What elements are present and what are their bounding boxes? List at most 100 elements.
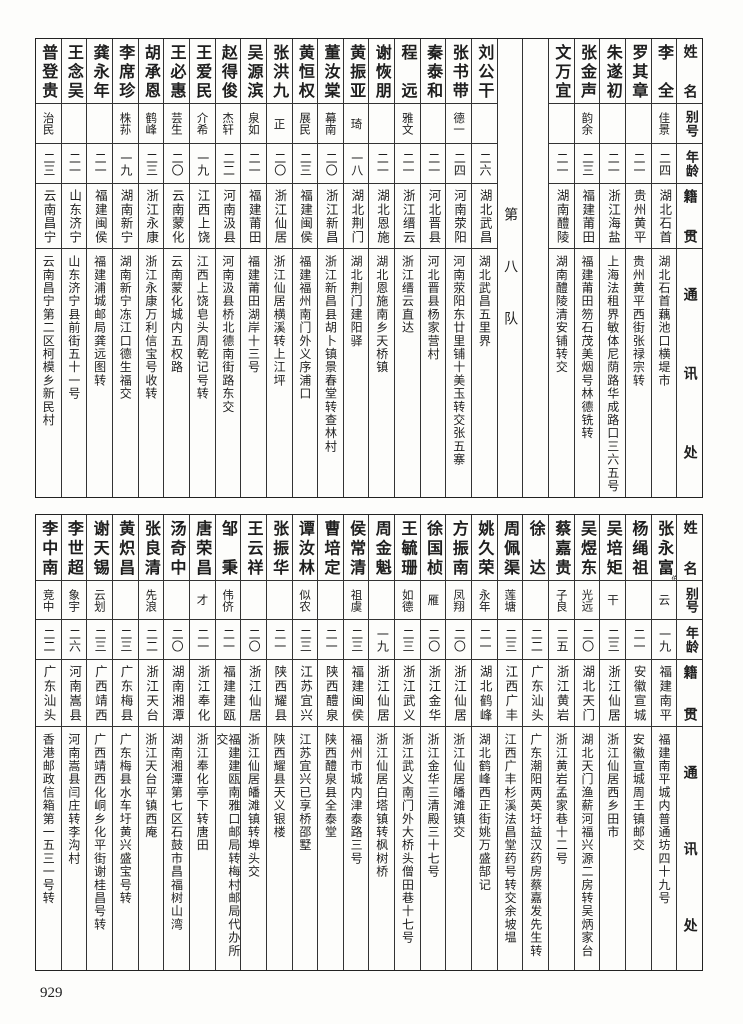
age-text: 二〇 — [324, 151, 339, 176]
alias-cell — [549, 104, 574, 144]
address-text: 浙江仙居皤滩镇交 — [451, 733, 466, 839]
address-cell: 广东梅县水车圩黄兴盛宝号转 — [113, 727, 138, 970]
name-text: 李中南 — [39, 520, 59, 575]
address-text: 福建南平城内普通坊四十九号 — [657, 733, 672, 905]
alias-cell — [241, 581, 266, 620]
alias-text: 雁 — [426, 594, 441, 606]
address-text: 浙江仙居白塔镇转枫树桥 — [374, 733, 389, 879]
age-text: 二三 — [606, 627, 621, 652]
name-cell: 李全 — [651, 39, 677, 104]
native-cell: 福建莆田 — [241, 184, 266, 249]
alias-text: 伟侪 — [221, 588, 236, 612]
name-text: 王必惠 — [167, 44, 187, 98]
name-cell: 张永富伯 — [651, 515, 677, 581]
address-cell: 湖北武昌五里界 — [472, 249, 497, 497]
native-cell: 浙江缙云 — [395, 184, 420, 249]
alias-text: 治民 — [41, 112, 56, 135]
name-cell: 胡承恩 — [138, 39, 164, 104]
header-column: 姓名 别号 年龄 籍贯 通讯处 — [676, 515, 702, 970]
address-text: 福建建瓯南雅口邮局转梅村邮局代办所交 — [215, 733, 241, 958]
header-native-text: 籍贯 — [681, 189, 698, 243]
native-text: 浙江仙居 — [605, 665, 621, 721]
name-cell: 汤奇中 — [164, 515, 189, 581]
address-cell: 陕西醴泉县全泰堂 — [318, 727, 343, 970]
age-cell: 二〇 — [266, 144, 292, 184]
age-text: 一九 — [118, 151, 133, 176]
name-cell: 朱遂初 — [600, 39, 626, 104]
name-cell: 张金声 — [574, 39, 600, 104]
age-text: 二三 — [144, 151, 159, 176]
name-cell: 谭汝林 — [292, 515, 318, 581]
native-text: 浙江新昌 — [323, 189, 339, 243]
address-cell: 贵州黄平西街张禄宗转 — [626, 249, 651, 497]
native-cell: 河南嵩县 — [61, 660, 87, 727]
address-text: 湖北天门渔薪河福兴源二房转吴炳家台 — [580, 733, 595, 958]
alias-cell: 光远 — [574, 581, 600, 620]
age-text: 二〇 — [452, 627, 467, 652]
age-cell: 二四 — [651, 144, 677, 184]
alias-text: 干 — [606, 594, 621, 606]
age-cell: 二〇 — [574, 620, 600, 660]
address-cell: 江苏宜兴已享桥邵墅 — [293, 727, 318, 970]
native-cell: 浙江海盐 — [600, 184, 626, 249]
name-cell: 姚久荣 — [472, 515, 497, 581]
age-cell: 二三 — [600, 620, 626, 660]
name-text: 邹秉 — [218, 520, 238, 575]
alias-text: 雅文 — [400, 112, 415, 135]
address-cell: 浙江仙居皤滩镇交 — [446, 727, 471, 970]
age-cell: 一八 — [343, 144, 369, 184]
address-cell: 湖北恩施南乡天桥镇 — [369, 249, 394, 497]
native-text: 广东汕头 — [528, 665, 544, 721]
age-text: 二〇 — [426, 627, 441, 652]
alias-text: 正 — [272, 117, 287, 130]
table-row: 黄炽昌 二三 广东梅县 广东梅县水车圩黄兴盛宝号转 — [111, 515, 138, 970]
alias-cell — [318, 581, 343, 620]
alias-cell: 琦 — [343, 104, 369, 144]
name-text: 周金魁 — [372, 520, 392, 575]
address-cell: 福建莆田笏石茂美烟号林德铣转 — [575, 249, 600, 497]
address-cell: 云南昌宁第二区柯模乡新民村 — [36, 249, 61, 497]
address-cell: 浙江仙居皤滩镇转埠头交 — [241, 727, 266, 970]
address-cell: 广西靖西化峒乡化平街谢桂昌号转 — [87, 727, 112, 970]
name-cell: 李世超 — [61, 515, 87, 581]
name-cell: 普登贵 — [35, 39, 61, 104]
alias-text: 祖虞 — [349, 588, 364, 612]
age-cell: 二一 — [87, 144, 112, 184]
alias-cell — [266, 581, 292, 620]
native-text: 河南嵩县 — [67, 665, 83, 721]
native-cell: 湖南醴陵 — [549, 184, 574, 249]
alias-cell — [626, 104, 651, 144]
age-cell: 一九 — [369, 620, 395, 660]
name-text: 罗其章 — [629, 44, 649, 98]
alias-text: 幕南 — [323, 112, 338, 135]
name-text: 王毓珊 — [398, 520, 418, 575]
address-text: 云南蒙化城内五权路 — [169, 255, 184, 374]
table-row: 龚永年 二一 福建闽侯 福建浦城邮局龚远图转 — [86, 39, 112, 497]
age-cell: 二一 — [266, 620, 292, 660]
age-text: 二三 — [41, 151, 56, 176]
table-row: 邹秉 伟侪 二一 福建建瓯 福建建瓯南雅口邮局转梅村邮局代办所交 — [214, 515, 241, 970]
address-cell: 福建莆田湖岸十三号 — [241, 249, 266, 497]
name-text: 曹培定 — [321, 520, 341, 575]
name-text: 胡承恩 — [141, 44, 161, 98]
table-row: 张洪九正二〇 浙江仙居 浙江仙居横溪转上江坪 — [265, 39, 292, 497]
header-name-text: 姓名 — [681, 44, 698, 98]
address-text: 浙江黄岩孟家巷十二号 — [554, 733, 569, 865]
native-text: 浙江仙居 — [246, 665, 262, 721]
table-row: 黄振亚琦一八 湖北荆门 湖北荆门建阳驿 — [342, 39, 369, 497]
age-cell: 二一 — [369, 144, 395, 184]
native-text: 湖北恩施 — [375, 189, 391, 243]
address-text: 湖南新宁冻江口德生福交 — [118, 255, 133, 401]
address-cell: 浙江武义南门外大桥头僧田巷十七号 — [395, 727, 420, 970]
native-cell: 广东汕头 — [35, 660, 61, 727]
name-text: 徐国桢 — [424, 520, 444, 575]
age-cell: 二三 — [574, 144, 600, 184]
age-text: 二一 — [401, 151, 416, 176]
name-text: 王云祥 — [244, 520, 264, 575]
age-cell: 二二 — [35, 620, 61, 660]
alias-cell: 鹤峰 — [138, 104, 164, 144]
name-cell: 方振南 — [446, 515, 472, 581]
address-text: 安徽宣城周王镇邮交 — [631, 733, 646, 852]
address-cell: 湖南醴陵清安铺转交 — [549, 249, 574, 497]
alias-cell — [112, 581, 138, 620]
